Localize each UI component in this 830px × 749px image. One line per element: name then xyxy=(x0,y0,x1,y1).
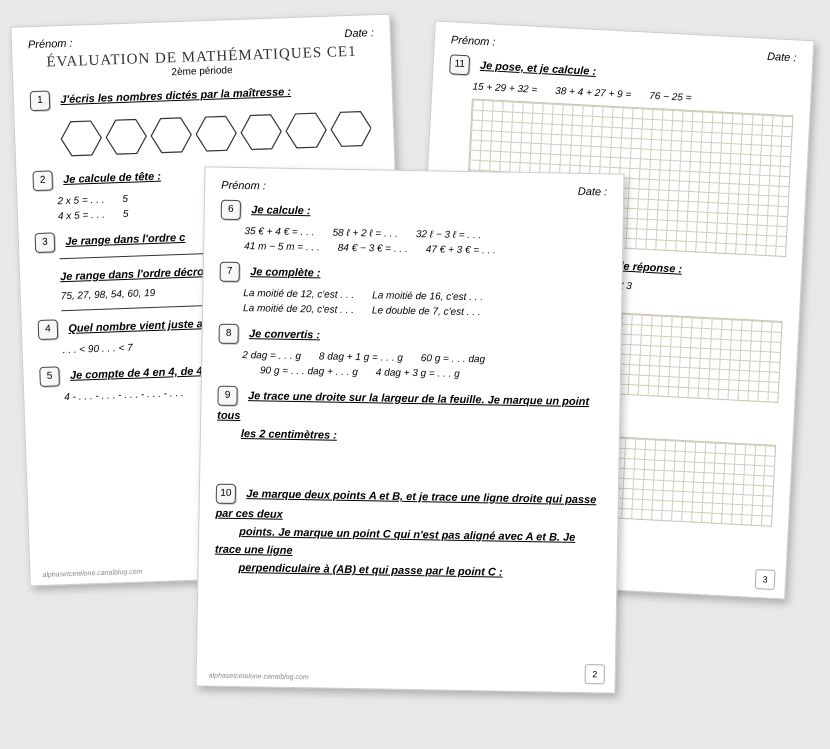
page-number: 2 xyxy=(585,664,605,684)
calc-item: 5 xyxy=(123,207,129,222)
section-number: 10 xyxy=(216,484,236,504)
section-9: 9 Je trace une droite sur la largeur de … xyxy=(216,386,604,483)
date-label: Date : xyxy=(344,27,374,40)
hexagon-row xyxy=(50,105,377,162)
calc-item: 41 m − 5 m = . . . xyxy=(244,239,320,255)
convert-item: 60 g = . . . dag xyxy=(421,351,485,367)
section-title: Je trace une droite sur la largeur de la… xyxy=(217,390,589,422)
section-title: Je calcule : xyxy=(251,204,311,217)
section-8: 8 Je convertis : 2 dag = . . . g 8 dag +… xyxy=(218,324,605,385)
complete-item: La moitié de 20, c'est . . . xyxy=(243,301,354,318)
section-title: Je pose, et je calcule : xyxy=(480,60,597,78)
section-number: 8 xyxy=(218,324,238,344)
section-number: 2 xyxy=(32,170,53,191)
page-footer: alphasetcetelone.canalblog.com xyxy=(209,673,309,682)
section-title: Je calcule de tête : xyxy=(63,171,161,186)
equation: 15 + 29 + 32 = xyxy=(472,80,537,98)
section-title-line: Je marque deux points A et B, et je trac… xyxy=(215,488,596,521)
calc-item: 2 x 5 = . . . xyxy=(57,193,104,210)
section-number: 11 xyxy=(449,54,470,75)
convert-item: 2 dag = . . . g xyxy=(242,348,301,364)
section-number: 3 xyxy=(35,232,56,253)
section-title: J'écris les nombres dictés par la maître… xyxy=(60,86,291,106)
convert-item: 90 g = . . . dag + . . . g xyxy=(260,363,358,380)
page-number: 3 xyxy=(755,569,776,590)
section-6: 6 Je calcule : 35 € + 4 € = . . . 58 ℓ +… xyxy=(220,200,607,261)
section-number: 4 xyxy=(38,319,59,340)
section-10: 10 Je marque deux points A et B, et je t… xyxy=(214,484,602,583)
section-number: 7 xyxy=(220,262,240,282)
page-header: Prénom : Date : xyxy=(221,180,607,199)
prenom-label: Prénom : xyxy=(451,34,496,48)
prenom-label: Prénom : xyxy=(28,38,73,52)
section-title: Je range dans l'ordre c xyxy=(65,232,185,248)
calc-item: 84 € − 3 € = . . . xyxy=(338,241,408,257)
equation: 76 − 25 = xyxy=(649,89,692,106)
section-title: Je range dans l'ordre décro xyxy=(60,266,204,283)
section-title-line: points. Je marque un point C qui n'est p… xyxy=(215,526,576,557)
calc-item: 4 x 5 = . . . xyxy=(58,208,105,225)
section-title-line2: les 2 centimètres : xyxy=(241,428,337,442)
calc-item: 35 € + 4 € = . . . xyxy=(244,224,314,240)
section-number: 1 xyxy=(30,90,51,111)
complete-item: Le double de 7, c'est . . . xyxy=(372,303,481,320)
calc-item: 32 ℓ − 3 ℓ = . . . xyxy=(416,227,482,243)
equation: 38 + 4 + 27 + 9 = xyxy=(555,84,632,103)
date-label: Date : xyxy=(578,186,608,199)
section-title-line: perpendiculaire à (AB) et qui passe par … xyxy=(238,562,502,579)
section-number: 6 xyxy=(221,200,241,220)
worksheet-page-2: Prénom : Date : 6 Je calcule : 35 € + 4 … xyxy=(195,166,624,693)
date-label: Date : xyxy=(767,51,797,65)
section-title: Quel nombre vient juste ava xyxy=(68,318,215,335)
prenom-label: Prénom : xyxy=(221,180,266,193)
section-7: 7 Je complète : La moitié de 12, c'est .… xyxy=(219,262,606,323)
calc-item: 47 € + 3 € = . . . xyxy=(426,242,496,258)
section-title: Je complète : xyxy=(250,266,321,279)
page-footer: alphasetcetelone.canalblog.com xyxy=(42,569,142,579)
section-number: 9 xyxy=(217,386,237,406)
section-title: Je convertis : xyxy=(249,328,320,341)
calc-item: 5 xyxy=(122,192,128,207)
convert-item: 8 dag + 1 g = . . . g xyxy=(319,349,403,365)
section-1: 1 J'écris les nombres dictés par la maît… xyxy=(30,79,378,163)
section-number: 5 xyxy=(39,366,60,387)
calc-item: 58 ℓ + 2 ℓ = . . . xyxy=(332,226,398,242)
convert-item: 4 dag + 3 g = . . . g xyxy=(376,365,460,381)
